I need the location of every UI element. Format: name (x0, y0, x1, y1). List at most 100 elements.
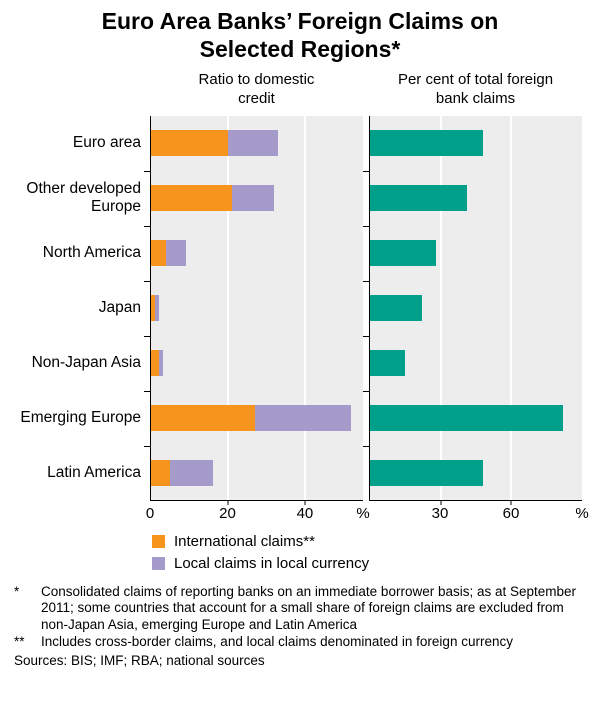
y-axis-tick (144, 390, 150, 392)
gridline (227, 115, 230, 500)
x-axis-tick (440, 500, 442, 505)
category-label: Euro area (72, 134, 141, 152)
x-axis-tick (227, 500, 229, 505)
left-panel-plot (144, 115, 363, 505)
bar-row (151, 171, 363, 226)
bar-row (370, 171, 582, 226)
footnotes: * Consolidated claims of reporting banks… (14, 584, 586, 670)
bar-segment (370, 295, 422, 322)
bar-segment (370, 405, 564, 432)
bar (370, 185, 582, 212)
bar-row (151, 116, 363, 171)
axis-spacer (0, 501, 150, 527)
y-axis-tick (363, 390, 369, 392)
y-axis-tick (363, 280, 369, 282)
bar-row (370, 391, 582, 446)
bar-row (151, 281, 363, 336)
y-axis-tick (144, 170, 150, 172)
x-axis-tick-label: 20 (219, 504, 236, 522)
bar-segment (151, 295, 155, 322)
bar (370, 130, 582, 157)
y-axis-tick (144, 225, 150, 227)
legend-label: International claims** (174, 532, 315, 550)
category-label: Latin America (47, 464, 141, 482)
bar-segment (170, 460, 213, 487)
legend-item: International claims** (152, 533, 600, 550)
bar-segment (151, 460, 171, 487)
category-labels: Euro area Other developed Europe North Ame… (0, 116, 150, 501)
legend: International claims** Local claims in lo… (152, 533, 600, 572)
bar-segment (255, 405, 352, 432)
bar-row (370, 116, 582, 171)
x-axis-tick-label: 30 (431, 504, 449, 522)
bar-segment (370, 185, 467, 212)
bar (151, 240, 363, 267)
legend-label: Local claims in local currency (174, 554, 370, 572)
y-axis-tick (144, 335, 150, 337)
bar-segment (151, 130, 229, 157)
bar (370, 460, 582, 487)
bar-segment (158, 350, 163, 377)
category-label: North America (42, 244, 141, 262)
bar (151, 130, 363, 157)
x-axis-tick-label: 0 (145, 504, 155, 522)
x-axis-tick (304, 500, 306, 505)
bar-row (370, 226, 582, 281)
gridline (304, 115, 307, 500)
chart-title: Euro Area Banks’ Foreign Claims on Selec… (101, 8, 499, 63)
bar-row (151, 336, 363, 391)
bar-segment (370, 130, 484, 157)
bar-segment (370, 460, 484, 487)
sources-line: Sources: BIS; IMF; RBA; national sources (14, 652, 265, 668)
left-axis-labels: 0 20 40% (146, 501, 370, 527)
bar-segment (228, 130, 279, 157)
bar-row (151, 226, 363, 281)
category-label: Non-Japan Asia (31, 354, 141, 372)
bar (151, 185, 363, 212)
y-axis-tick (363, 335, 369, 337)
footnote: * Consolidated claims of reporting banks… (14, 584, 586, 634)
bar-segment (151, 405, 256, 432)
footnote-text: Consolidated claims of reporting banks o… (41, 583, 577, 633)
bar-segment (151, 240, 167, 267)
legend-swatch (152, 556, 165, 570)
right-axis-labels: 30 60% (369, 501, 589, 527)
x-axis-unit: % (356, 504, 370, 522)
y-axis-tick (144, 445, 150, 447)
x-axis-unit: % (575, 504, 589, 522)
bar (151, 405, 363, 432)
bar (151, 295, 363, 322)
y-axis-tick (363, 445, 369, 447)
plot-area: Euro area Other developed Europe North Ame… (0, 115, 582, 505)
bar (151, 350, 363, 377)
category-label: Emerging Europe (20, 409, 141, 427)
bar-row (151, 391, 363, 446)
x-axis-tick-label: 60 (502, 504, 520, 522)
y-axis-tick (363, 170, 369, 172)
y-axis-tick (363, 225, 369, 227)
panel-subtitles: Ratio to domestic credit Per cent of tot… (0, 71, 582, 116)
footnote-marker: * (14, 583, 20, 599)
footnote: ** Includes cross-border claims, and loc… (14, 634, 586, 651)
x-axis-tick (510, 500, 512, 505)
category-label: Other developed Europe (26, 180, 141, 216)
footnote-text: Includes cross-border claims, and local … (41, 633, 513, 649)
bar-segment (370, 350, 406, 377)
bar-segment (154, 295, 159, 322)
right-panel-subtitle: Per cent of total foreign bank claims (397, 71, 554, 107)
bar-row (370, 281, 582, 336)
bar (370, 240, 582, 267)
bar (370, 295, 582, 322)
bar (151, 460, 363, 487)
bar-segment (166, 240, 186, 267)
x-axis-tick-label: 40 (296, 504, 314, 522)
bar-row (370, 336, 582, 391)
bar-segment (151, 350, 159, 377)
legend-item: Local claims in local currency (152, 555, 600, 572)
x-axis: 0 20 40% 30 60% (0, 501, 589, 527)
bar-segment (231, 185, 275, 212)
bar-row (151, 446, 363, 501)
gridline (510, 115, 513, 500)
bar (370, 350, 582, 377)
